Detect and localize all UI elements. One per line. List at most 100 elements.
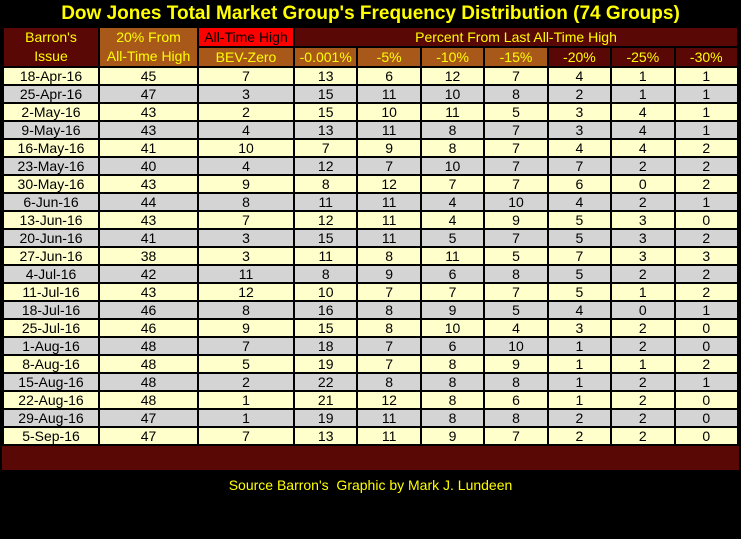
- value-cell: 8: [197, 300, 295, 320]
- value-cell: 8: [483, 408, 549, 428]
- table-row: 27-Jun-16 38 3 11 8 11 5 7 3 3: [2, 246, 740, 266]
- date-cell: 30-May-16: [2, 174, 100, 194]
- value-cell: 10: [419, 156, 486, 176]
- value-cell: 12: [292, 156, 359, 176]
- value-cell: 11: [356, 84, 422, 104]
- value-cell: 41: [98, 138, 199, 158]
- value-cell: 4: [546, 300, 613, 320]
- value-cell: 1: [610, 66, 676, 86]
- table-row: 30-May-16 43 9 8 12 7 7 6 0 2: [2, 174, 740, 194]
- col-header-percent: -20%: [546, 46, 613, 68]
- value-cell: 19: [292, 354, 359, 374]
- value-cell: 8: [483, 264, 549, 284]
- table-row: 16-May-16 41 10 7 9 8 7 4 4 2: [2, 138, 740, 158]
- value-cell: 4: [610, 138, 676, 158]
- value-cell: 0: [673, 426, 740, 446]
- value-cell: 2: [673, 228, 740, 248]
- value-cell: 7: [197, 210, 295, 230]
- date-cell: 2-May-16: [2, 102, 100, 122]
- table-header: Barron's Issue 20% From All-Time High Al…: [2, 26, 740, 68]
- value-cell: 1: [197, 408, 295, 428]
- value-cell: 7: [483, 426, 549, 446]
- value-cell: 1: [673, 300, 740, 320]
- header-row-1: Barron's Issue 20% From All-Time High Al…: [2, 26, 739, 68]
- value-cell: 12: [419, 66, 486, 86]
- table-body: 18-Apr-16 45 7 13 6 12 7 4 1 1 25-Apr-16 47 3 15 11 10 8…: [2, 66, 740, 446]
- value-cell: 11: [356, 210, 422, 230]
- value-cell: 7: [197, 66, 295, 86]
- value-cell: 11: [356, 228, 422, 248]
- value-cell: 9: [356, 264, 422, 284]
- value-cell: 10: [356, 102, 422, 122]
- source-note: Source Barron's Graphic by Mark J. Lunde…: [228, 477, 513, 493]
- table-row: 5-Sep-16 47 7 13 11 9 7 2 2 0: [2, 426, 740, 446]
- value-cell: 8: [419, 408, 486, 428]
- value-cell: 1: [610, 282, 676, 302]
- value-cell: 15: [292, 228, 359, 248]
- value-cell: 43: [98, 282, 199, 302]
- table-row: 11-Jul-16 43 12 10 7 7 7 5 1 2: [2, 282, 740, 302]
- date-cell: 8-Aug-16: [2, 354, 100, 374]
- bottom-maroon-band: [2, 446, 739, 470]
- value-cell: 8: [419, 372, 486, 392]
- value-cell: 8: [356, 300, 422, 320]
- value-cell: 15: [292, 318, 359, 338]
- value-cell: 2: [673, 174, 740, 194]
- value-cell: 1: [673, 84, 740, 104]
- value-cell: 9: [197, 318, 295, 338]
- date-cell: 11-Jul-16: [2, 282, 100, 302]
- value-cell: 5: [546, 210, 613, 230]
- value-cell: 3: [546, 318, 613, 338]
- value-cell: 46: [98, 300, 199, 320]
- value-cell: 10: [483, 192, 549, 212]
- value-cell: 2: [197, 102, 295, 122]
- date-cell: 18-Jul-16: [2, 300, 100, 320]
- value-cell: 1: [197, 390, 295, 410]
- value-cell: 7: [356, 354, 422, 374]
- table-row: 22-Aug-16 48 1 21 12 8 6 1 2 0: [2, 390, 740, 410]
- value-cell: 8: [483, 84, 549, 104]
- value-cell: 8: [292, 174, 359, 194]
- value-cell: 41: [98, 228, 199, 248]
- value-cell: 19: [292, 408, 359, 428]
- value-cell: 7: [483, 66, 549, 86]
- value-cell: 5: [419, 228, 486, 248]
- value-cell: 2: [610, 318, 676, 338]
- value-cell: 11: [356, 426, 422, 446]
- value-cell: 3: [197, 228, 295, 248]
- value-cell: 7: [419, 282, 486, 302]
- value-cell: 1: [546, 336, 613, 356]
- value-cell: 2: [673, 264, 740, 284]
- value-cell: 11: [356, 120, 422, 140]
- value-cell: 1: [610, 354, 676, 374]
- value-cell: 44: [98, 192, 199, 212]
- value-cell: 4: [546, 138, 613, 158]
- value-cell: 1: [546, 354, 613, 374]
- table-row: 4-Jul-16 42 11 8 9 6 8 5 2 2: [2, 264, 740, 284]
- table-row: 18-Jul-16 46 8 16 8 9 5 4 0 1: [2, 300, 740, 320]
- value-cell: 7: [546, 246, 613, 266]
- value-cell: 10: [419, 318, 486, 338]
- date-cell: 25-Apr-16: [2, 84, 100, 104]
- header-row-2: BEV-Zero -0.001% -5% -10% -15% -20% -25% -30%: [3, 46, 740, 68]
- date-cell: 15-Aug-16: [2, 372, 100, 392]
- value-cell: 1: [673, 66, 740, 86]
- col-header-percent: -0.001%: [292, 46, 359, 68]
- value-cell: 3: [610, 210, 676, 230]
- value-cell: 43: [98, 102, 199, 122]
- value-cell: 1: [673, 120, 740, 140]
- value-cell: 2: [673, 138, 740, 158]
- value-cell: 7: [483, 174, 549, 194]
- value-cell: 1: [610, 84, 676, 104]
- value-cell: 43: [98, 120, 199, 140]
- value-cell: 15: [292, 84, 359, 104]
- value-cell: 7: [356, 282, 422, 302]
- date-cell: 27-Jun-16: [2, 246, 100, 266]
- value-cell: 9: [419, 300, 486, 320]
- value-cell: 4: [546, 66, 613, 86]
- date-cell: 6-Jun-16: [2, 192, 100, 212]
- value-cell: 8: [419, 354, 486, 374]
- value-cell: 4: [419, 210, 486, 230]
- date-cell: 16-May-16: [2, 138, 100, 158]
- value-cell: 12: [292, 210, 359, 230]
